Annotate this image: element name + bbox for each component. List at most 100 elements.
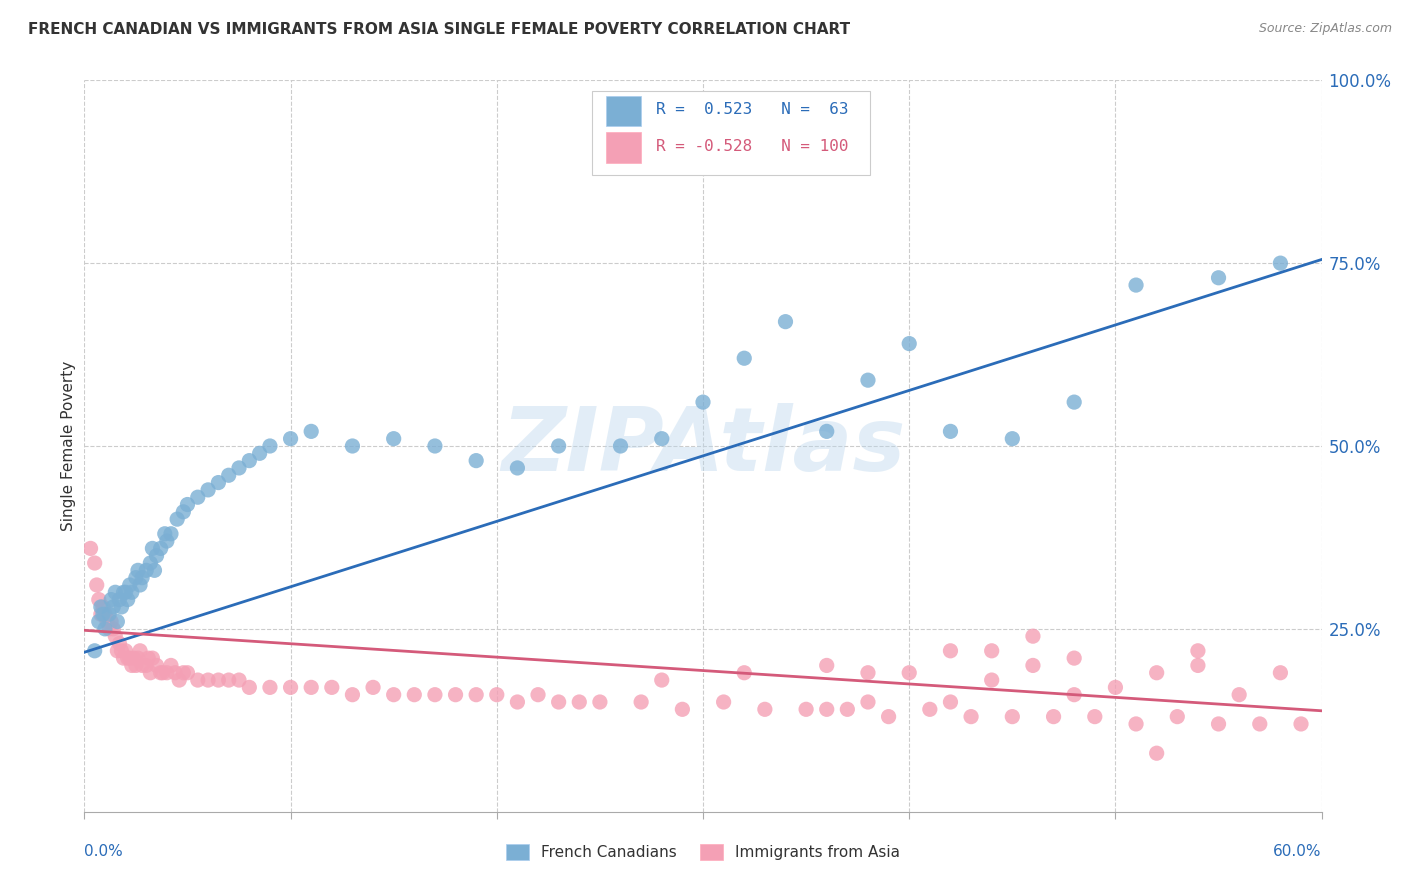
Point (1104, 681, 1126, 695)
Point (118, 578, 141, 592)
Point (1125, 717, 1147, 731)
Point (156, 665, 179, 680)
Point (837, 702, 859, 716)
Point (1001, 432, 1024, 446)
Point (83, 644, 105, 658)
Point (382, 432, 405, 446)
Point (404, 688, 426, 702)
Point (100, 592, 122, 607)
Point (1187, 644, 1209, 658)
Point (342, 688, 364, 702)
Point (125, 658, 148, 673)
Point (1187, 658, 1209, 673)
Point (259, 681, 281, 695)
Point (143, 563, 166, 577)
Point (90, 607, 112, 622)
Text: R =  0.523   N =  63: R = 0.523 N = 63 (657, 102, 848, 117)
Point (160, 526, 183, 541)
Point (856, 373, 879, 387)
Point (815, 425, 838, 439)
Point (361, 681, 384, 695)
Point (527, 688, 550, 702)
Legend: French Canadians, Immigrants from Asia: French Canadians, Immigrants from Asia (501, 838, 905, 866)
Point (630, 695, 652, 709)
Point (172, 505, 194, 519)
Point (176, 665, 198, 680)
Point (136, 651, 159, 665)
Point (121, 658, 143, 673)
Point (108, 592, 131, 607)
Point (238, 681, 260, 695)
Point (167, 673, 190, 687)
Point (465, 453, 488, 467)
Point (110, 644, 132, 658)
Point (139, 556, 162, 570)
Point (207, 475, 229, 490)
Point (1063, 651, 1085, 665)
Point (105, 615, 128, 629)
Point (918, 702, 941, 716)
Point (141, 651, 163, 665)
Point (733, 351, 755, 366)
Point (103, 622, 125, 636)
Point (815, 702, 838, 716)
Point (79, 541, 101, 556)
Point (90, 599, 112, 614)
FancyBboxPatch shape (606, 95, 641, 127)
Point (506, 695, 529, 709)
Point (152, 665, 174, 680)
Point (423, 688, 446, 702)
Point (1270, 665, 1292, 680)
Point (1001, 709, 1024, 723)
Point (131, 571, 153, 585)
Point (160, 658, 183, 673)
Point (104, 629, 127, 643)
Point (1208, 717, 1230, 731)
Point (197, 673, 219, 687)
Point (96, 615, 118, 629)
Point (856, 695, 879, 709)
FancyBboxPatch shape (592, 91, 870, 176)
Point (145, 549, 167, 563)
Text: Source: ZipAtlas.com: Source: ZipAtlas.com (1258, 22, 1392, 36)
Point (1166, 709, 1188, 723)
Point (280, 432, 302, 446)
Text: ZIPAtlas: ZIPAtlas (501, 402, 905, 490)
Point (131, 658, 153, 673)
Point (218, 673, 240, 687)
Point (1227, 688, 1250, 702)
Point (91, 599, 114, 614)
Point (299, 681, 322, 695)
Point (165, 665, 187, 680)
Text: R = -0.528   N = 100: R = -0.528 N = 100 (657, 138, 848, 153)
Point (1063, 688, 1085, 702)
Point (118, 651, 141, 665)
Point (121, 585, 143, 599)
Point (651, 432, 673, 446)
Point (547, 439, 569, 453)
Point (98, 622, 121, 636)
Point (94, 622, 117, 636)
Point (980, 673, 1002, 687)
Point (877, 709, 900, 723)
Point (218, 468, 240, 483)
Point (98, 607, 121, 622)
Point (87, 615, 110, 629)
Point (207, 673, 229, 687)
Point (259, 439, 281, 453)
Point (114, 644, 136, 658)
Point (382, 688, 405, 702)
Point (299, 425, 322, 439)
Point (980, 644, 1002, 658)
Point (145, 658, 167, 673)
Point (83, 556, 105, 570)
Point (112, 585, 135, 599)
Point (506, 461, 529, 475)
Point (228, 673, 250, 687)
Point (1042, 709, 1064, 723)
Text: 60.0%: 60.0% (1274, 844, 1322, 859)
Point (176, 498, 198, 512)
Point (939, 425, 962, 439)
Point (139, 665, 162, 680)
Point (609, 439, 631, 453)
